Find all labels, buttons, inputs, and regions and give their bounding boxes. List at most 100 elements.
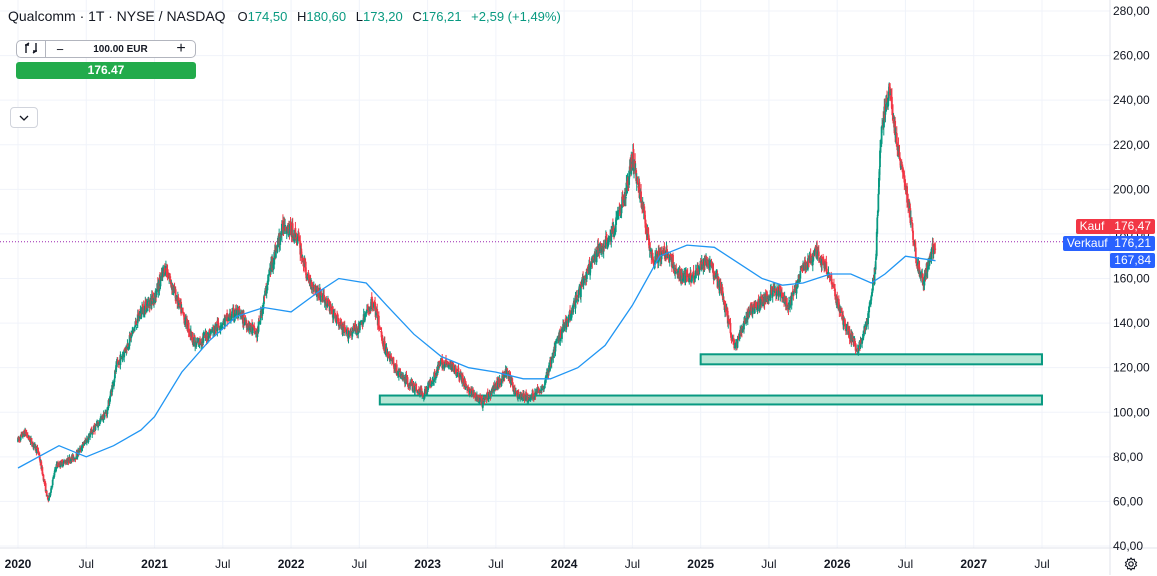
candle-body: [452, 364, 455, 372]
candle-body: [769, 290, 772, 301]
candle-body: [474, 393, 477, 398]
verkauf-price-tag: Verkauf 176,21: [1062, 236, 1155, 251]
candle-body: [376, 309, 379, 313]
candle-body: [667, 256, 670, 258]
candle-body: [109, 396, 112, 402]
plus-icon[interactable]: +: [176, 40, 186, 57]
candle-body: [926, 267, 929, 272]
candle-body: [205, 335, 208, 340]
candle-body: [709, 261, 712, 263]
candle-body: [594, 254, 596, 261]
candle-body: [909, 208, 912, 223]
candle-body: [390, 356, 393, 359]
candle-body: [869, 299, 872, 305]
candle-body: [908, 206, 911, 208]
candle-body: [889, 93, 892, 95]
candle-body: [48, 493, 51, 498]
candle-body: [699, 262, 702, 267]
quantity-input[interactable]: 100.00 EUR: [93, 43, 148, 55]
candle-body: [865, 326, 867, 329]
candle-body: [461, 374, 464, 382]
candle-body: [411, 382, 414, 391]
candle-body: [614, 224, 617, 230]
candle-body: [468, 390, 471, 394]
candle-body: [307, 276, 310, 278]
candle-body: [377, 315, 380, 330]
candle-body: [904, 180, 906, 182]
candle-body: [46, 495, 49, 500]
candle-body: [846, 327, 848, 330]
candle-body: [103, 415, 106, 418]
candle-body: [235, 310, 238, 315]
candle-body: [257, 321, 260, 332]
candle-body: [38, 452, 41, 456]
candle-body: [317, 287, 320, 295]
candle-body: [319, 293, 322, 302]
candle-body: [478, 402, 480, 404]
candle-body: [589, 266, 592, 276]
candle-body: [661, 250, 664, 252]
moving-average-line: [17, 244, 936, 469]
candle-body: [39, 460, 42, 463]
candle-body: [723, 300, 726, 311]
candle-body: [123, 349, 126, 358]
candle-body: [224, 317, 227, 319]
candle-body: [792, 292, 795, 295]
candle-body: [52, 477, 55, 479]
low-label: L: [355, 9, 363, 24]
candle-body: [885, 104, 887, 109]
candle-body: [518, 396, 521, 398]
candle-body: [268, 271, 271, 276]
candle-body: [119, 355, 122, 365]
candle-body: [803, 264, 806, 271]
chevron-down-icon[interactable]: [10, 107, 38, 128]
candle-body: [53, 472, 56, 477]
candle-body: [861, 337, 864, 344]
candle-body: [744, 318, 746, 324]
settings-icon[interactable]: [1124, 557, 1138, 571]
support-zone: [699, 353, 1043, 366]
candle-body: [730, 333, 732, 338]
candle-body: [21, 436, 24, 438]
candle-body: [613, 231, 616, 237]
candle-body: [161, 272, 164, 277]
minus-icon[interactable]: −: [56, 41, 64, 57]
candle-body: [629, 165, 632, 171]
chart-type-icon[interactable]: [17, 41, 45, 57]
candle-body: [929, 253, 932, 258]
candle-body: [322, 294, 324, 301]
candle-body: [911, 220, 913, 222]
candle-body: [669, 253, 672, 256]
candle-body: [422, 397, 425, 399]
candle-body: [94, 425, 97, 431]
candle-body: [465, 383, 467, 387]
candle-body: [670, 256, 673, 260]
candle-body: [396, 373, 399, 375]
candle-body: [301, 255, 304, 258]
candle-body: [19, 435, 22, 440]
candle-body: [366, 309, 368, 312]
candle-body: [731, 338, 734, 340]
candle-body: [864, 325, 867, 331]
candle-body: [292, 235, 295, 241]
buy-button[interactable]: 176.47: [16, 62, 196, 79]
y-tick-label: 160,00: [1113, 272, 1150, 286]
candle-body: [721, 286, 724, 293]
candle-body: [208, 329, 211, 334]
candle-body: [817, 249, 820, 251]
candle-body: [809, 254, 812, 264]
candle-body: [717, 278, 719, 286]
candle-body: [582, 278, 585, 286]
candle-body: [831, 284, 834, 286]
candle-body: [899, 158, 901, 161]
y-tick-label: 260,00: [1113, 49, 1150, 63]
x-tick-label: Jul: [1034, 557, 1049, 571]
candle-body: [256, 328, 259, 337]
candle-body: [27, 437, 30, 439]
symbol-title[interactable]: Qualcomm · 1T · NYSE / NASDAQ: [8, 8, 226, 24]
candle-body: [370, 297, 373, 299]
candle-body: [580, 284, 583, 286]
candle-body: [304, 258, 307, 264]
candle-body: [247, 324, 250, 328]
